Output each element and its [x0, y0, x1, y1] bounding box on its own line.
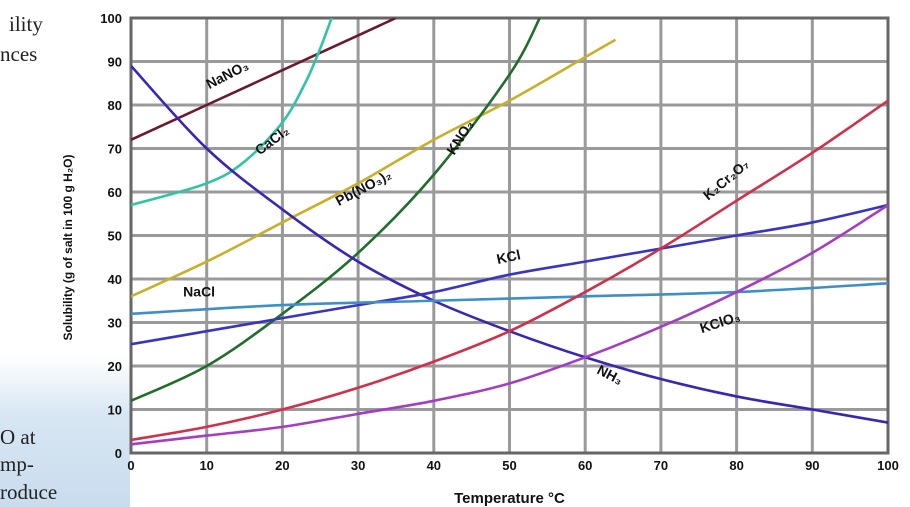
x-tick-label: 70	[654, 458, 668, 473]
x-tick-label: 60	[578, 458, 592, 473]
background-text-fragment: roduce	[0, 480, 58, 504]
x-tick-label: 100	[877, 458, 899, 473]
y-tick-label: 20	[108, 359, 122, 374]
series-line	[131, 64, 888, 424]
y-tick-label: 10	[108, 403, 122, 418]
grid	[129, 16, 890, 455]
x-tick-label: 30	[351, 458, 365, 473]
series-line	[131, 282, 888, 316]
x-tick-label: 90	[805, 458, 819, 473]
x-tick-label: 20	[275, 458, 289, 473]
series-label: NaCl	[183, 283, 215, 299]
x-tick-label: 40	[427, 458, 441, 473]
y-tick-label: 60	[108, 185, 122, 200]
background-text-fragment: nces	[0, 42, 38, 66]
y-tick-label: 50	[108, 229, 122, 244]
background-panel	[0, 0, 130, 507]
series-line	[131, 99, 888, 442]
series-line	[131, 203, 888, 346]
axis-ticks: 0 10 20 30 40 50 60 70 80 90 100 0 10 20 30 40 50 60 70 80 9…	[100, 11, 899, 473]
y-tick-label: 40	[108, 272, 122, 287]
x-tick-label: 80	[729, 458, 743, 473]
y-tick-label: 80	[108, 98, 122, 113]
y-tick-label: 90	[108, 55, 122, 70]
series-layer	[131, 18, 888, 446]
x-tick-label: 10	[199, 458, 213, 473]
background-text-fragment: ility	[9, 12, 43, 36]
x-tick-label: 0	[127, 458, 134, 473]
y-tick-label: 30	[108, 316, 122, 331]
plot-border	[129, 16, 890, 455]
series-line	[131, 38, 617, 298]
y-tick-label: 70	[108, 142, 122, 157]
series-label: KCl	[495, 246, 522, 267]
y-tick-label: 0	[115, 446, 122, 461]
background-text-fragment: O at	[0, 425, 36, 449]
y-tick-label: 100	[100, 11, 122, 26]
background-text-fragment: mp-	[0, 452, 34, 476]
x-axis-label: Temperature °C	[454, 490, 565, 507]
series-line	[131, 18, 541, 402]
x-tick-label: 50	[502, 458, 516, 473]
y-axis-label: Solubility (g of salt in 100 g H₂O)	[61, 154, 75, 340]
series-line	[131, 203, 888, 446]
series-line	[131, 18, 333, 207]
